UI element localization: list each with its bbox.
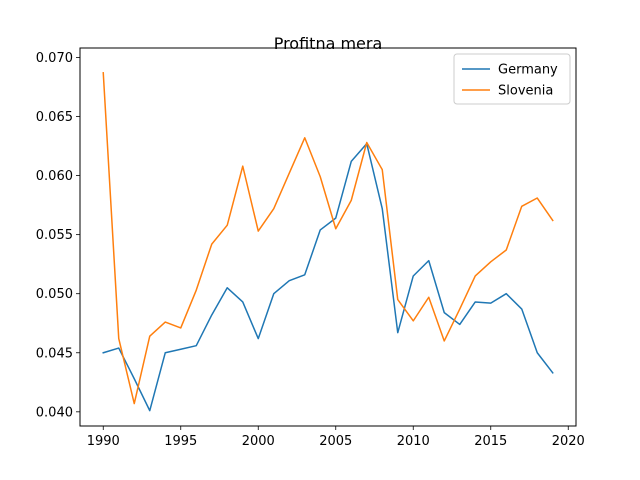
x-tick-label: 1995 [164,434,197,449]
series-line-germany [102,142,554,412]
legend: Germany Slovenia [453,53,571,105]
y-tick-label: 0.055 [36,228,73,243]
x-tick-label: 2000 [242,434,275,449]
x-tick-label: 2020 [552,434,585,449]
y-tick-label: 0.065 [36,110,73,125]
axes-frame [79,47,577,427]
series-line-slovenia [102,72,554,405]
x-axis: 1990 1995 2000 2005 2010 2015 2020 [87,426,585,449]
y-tick-label: 0.040 [36,405,73,420]
chart-title: Profitna mera [274,34,383,53]
y-tick-label: 0.070 [36,51,73,66]
x-tick-label: 2015 [474,434,507,449]
y-tick-label: 0.045 [36,346,73,361]
legend-box [453,53,571,105]
legend-label-germany: Germany [498,63,558,78]
x-tick-label: 2010 [397,434,430,449]
x-tick-label: 1990 [87,434,120,449]
x-tick-label: 2005 [319,434,352,449]
y-tick-label: 0.050 [36,287,73,302]
legend-label-slovenia: Slovenia [498,84,553,99]
y-axis: 0.040 0.045 0.050 0.055 0.060 0.065 0.070 [36,51,80,420]
y-tick-label: 0.060 [36,169,73,184]
series-lines [102,72,554,412]
